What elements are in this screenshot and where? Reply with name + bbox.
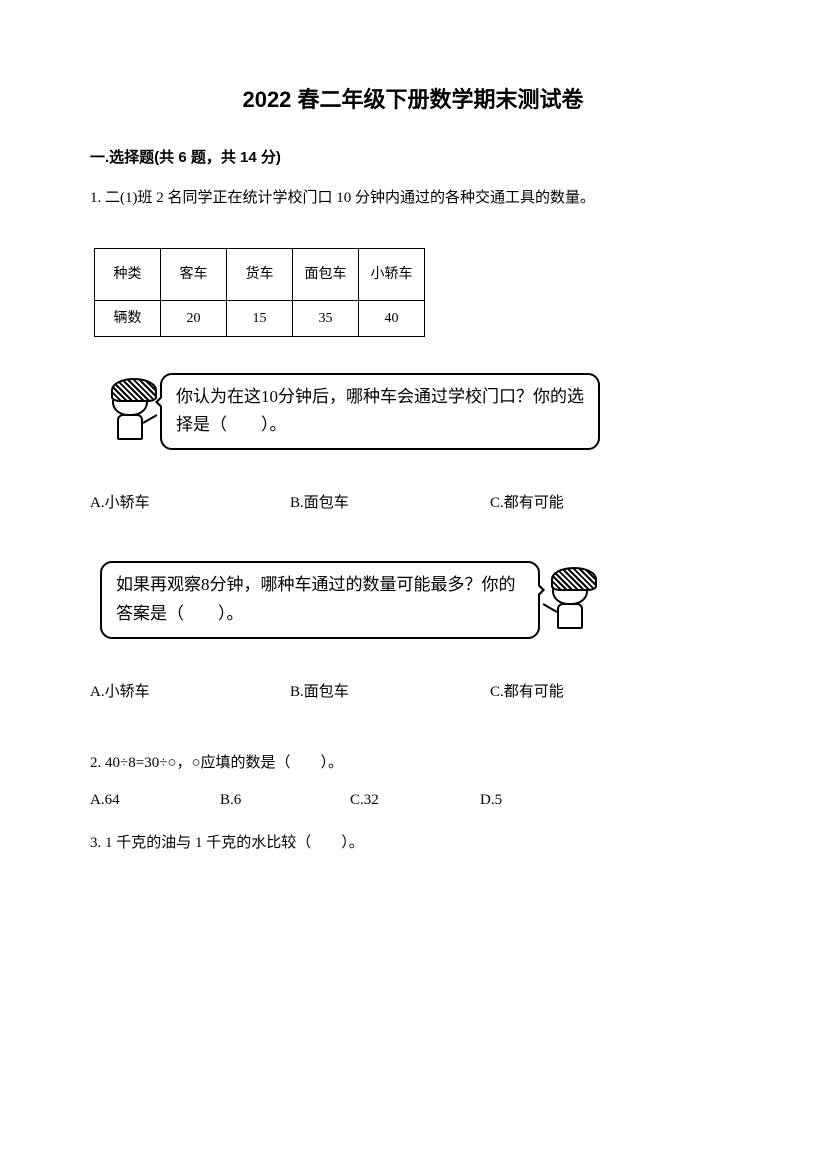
page-title: 2022 春二年级下册数学期末测试卷 (90, 80, 736, 120)
table-header-cell: 小轿车 (359, 248, 425, 300)
table-row-label: 辆数 (95, 300, 161, 336)
table-header-cell: 面包车 (293, 248, 359, 300)
speech-bubble: 你认为在这10分钟后，哪种车会通过学校门口？你的选择是（ ）。 (160, 373, 600, 451)
option-d: D.5 (480, 787, 610, 814)
q1-bubble-row-1: 你认为在这10分钟后，哪种车会通过学校门口？你的选择是（ ）。 (100, 373, 736, 451)
table-cell: 20 (161, 300, 227, 336)
q1-table: 种类 客车 货车 面包车 小轿车 辆数 20 15 35 40 (94, 248, 425, 337)
option-c: C.都有可能 (490, 679, 690, 706)
table-header-cell: 客车 (161, 248, 227, 300)
option-a: A.64 (90, 787, 220, 814)
q1-options-2: A.小轿车 B.面包车 C.都有可能 (90, 679, 736, 706)
option-a: A.小轿车 (90, 490, 290, 517)
table-header-cell: 种类 (95, 248, 161, 300)
speech-bubble: 如果再观察8分钟，哪种车通过的数量可能最多？你的答案是（ ）。 (100, 561, 540, 639)
q1-options-1: A.小轿车 B.面包车 C.都有可能 (90, 490, 736, 517)
table-cell: 40 (359, 300, 425, 336)
character-icon (100, 374, 160, 448)
table-cell: 35 (293, 300, 359, 336)
option-c: C.32 (350, 787, 480, 814)
q2-text: 2. 40÷8=30÷○，○应填的数是（ ）。 (90, 750, 736, 777)
q1-intro: 1. 二(1)班 2 名同学正在统计学校门口 10 分钟内通过的各种交通工具的数… (90, 185, 736, 212)
q2-options: A.64 B.6 C.32 D.5 (90, 787, 736, 814)
section-header: 一.选择题(共 6 题，共 14 分) (90, 144, 736, 171)
option-b: B.面包车 (290, 490, 490, 517)
table-header-cell: 货车 (227, 248, 293, 300)
option-b: B.面包车 (290, 679, 490, 706)
character-icon (540, 563, 600, 637)
q1-bubble-row-2: 如果再观察8分钟，哪种车通过的数量可能最多？你的答案是（ ）。 (100, 561, 736, 639)
option-a: A.小轿车 (90, 679, 290, 706)
option-c: C.都有可能 (490, 490, 690, 517)
option-b: B.6 (220, 787, 350, 814)
table-cell: 15 (227, 300, 293, 336)
q3-text: 3. 1 千克的油与 1 千克的水比较（ ）。 (90, 830, 736, 857)
